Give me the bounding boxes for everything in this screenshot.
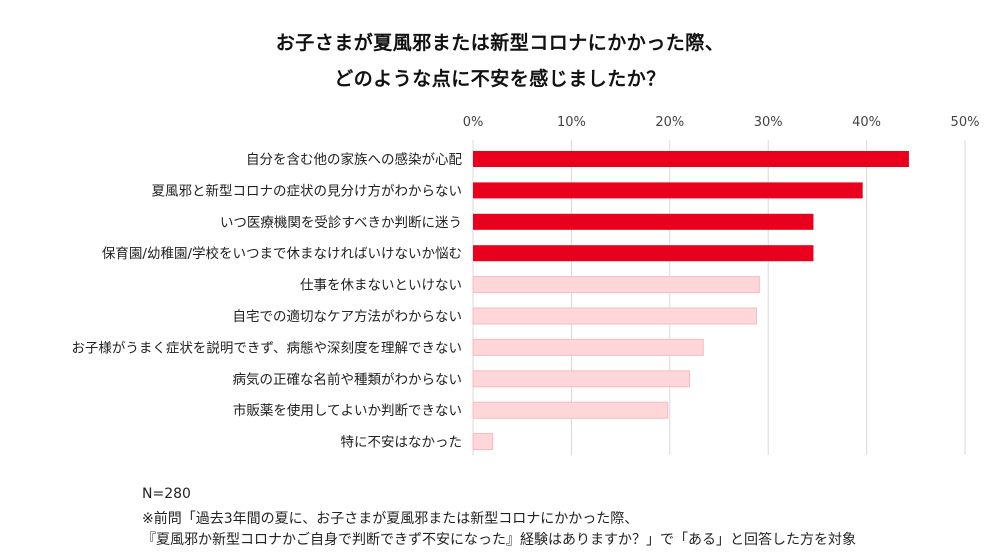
category-label: 仕事を休まないといけない xyxy=(300,278,462,294)
bar-chart: 0% 10% 20% 30% 40% 50% 自分を含む他の家族への感染が心配夏風邪と新型コ… xyxy=(71,115,980,455)
chart-subtitle: どのような点に不安を感じましたか？ xyxy=(334,68,666,90)
category-label: 自分を含む他の家族への感染が心配 xyxy=(246,151,462,168)
bar[interactable] xyxy=(472,307,757,325)
category-label: 自宅での適切なケア方法がわからない xyxy=(233,308,463,325)
footnote-line-2: 『夏風邪か新型コロナかご自身で判断できず不安になった』経験はありますか？」で「あ… xyxy=(142,532,856,548)
chart-title: お子さまが夏風邪または新型コロナにかかった際、 xyxy=(275,32,725,54)
x-tick-label: 0% xyxy=(463,115,484,130)
footnote-line-1: ※前問「過去3年間の夏に、お子さまが夏風邪または新型コロナにかかった際、 xyxy=(142,511,639,527)
bar[interactable] xyxy=(473,151,909,167)
bar[interactable] xyxy=(472,370,690,388)
bar[interactable] xyxy=(472,276,760,294)
category-label: 保育園/幼稚園/学校をいつまで休まなければいけないか悩む xyxy=(102,245,462,262)
category-label: 病気の正確な名前や種類がわからない xyxy=(233,371,463,388)
category-label: 特に不安はなかった xyxy=(341,435,463,451)
x-tick-label: 50% xyxy=(951,115,980,130)
bar[interactable] xyxy=(473,213,814,230)
bar[interactable] xyxy=(473,245,814,262)
sample-size-note: N=280 xyxy=(142,486,191,502)
bar[interactable] xyxy=(472,433,494,451)
x-tick-label: 10% xyxy=(557,115,586,130)
x-tick-label: 40% xyxy=(852,115,881,130)
category-label: いつ医療機関を受診すべきか判断に迷う xyxy=(220,214,462,231)
bar[interactable] xyxy=(473,182,863,199)
bar[interactable] xyxy=(472,401,669,419)
x-tick-label: 20% xyxy=(655,115,684,130)
category-label: 夏風邪と新型コロナの症状の見分け方がわからない xyxy=(152,183,463,199)
x-tick-label: 30% xyxy=(754,115,783,130)
bar[interactable] xyxy=(472,338,704,356)
category-label: お子様がうまく症状を説明できず、病態や深刻度を理解できない xyxy=(71,340,462,356)
category-label: 市販薬を使用してよいか判断できない xyxy=(233,402,462,419)
